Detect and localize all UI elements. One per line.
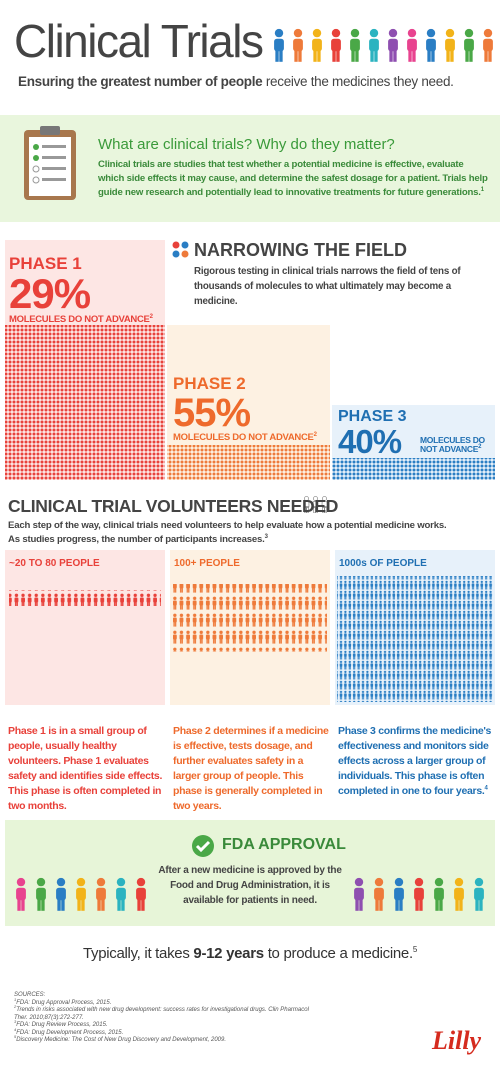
phase-caption: MOLECULES DO NOT ADVANCE2	[420, 436, 496, 454]
person-icon	[350, 28, 360, 62]
volunteers-text: Each step of the way, clinical trials ne…	[8, 520, 447, 545]
phase-caption: MOLECULES DO NOT ADVANCE2	[9, 314, 153, 325]
footnote: 4	[484, 785, 488, 792]
caption-text: MOLECULES DO NOT ADVANCE	[173, 432, 314, 443]
person-icon	[407, 28, 417, 62]
phase-label: PHASE 2	[173, 374, 246, 393]
intro-body: Clinical trials are studies that test wh…	[98, 158, 490, 200]
timeline-pre: Typically, it takes	[82, 945, 190, 962]
source-item: 1FDA: Drug Approval Process, 2015.	[14, 996, 314, 1008]
sources-title: SOURCES:	[14, 992, 46, 998]
subtitle-rest: receive the medicines they need.	[265, 74, 454, 89]
group-desc: Phase 3 confirms the medicine's effectiv…	[338, 725, 492, 797]
person-icon	[445, 28, 455, 62]
source-text: FDA: Drug Review Process, 2015.	[16, 1022, 108, 1028]
phase-label: PHASE 1	[9, 254, 82, 273]
source-text: FDA: Drug Approval Process, 2015.	[16, 999, 112, 1006]
source-text: FDA: Drug Development Process, 2015.	[16, 1029, 124, 1036]
person-icon	[426, 28, 436, 62]
group-desc: Phase 2 determines if a medicine is effe…	[173, 725, 329, 812]
narrowing-title: NARROWING THE FIELD	[194, 240, 407, 260]
phase-caption: MOLECULES DO NOT ADVANCE2	[173, 432, 317, 443]
fda-title: FDA APPROVAL	[222, 836, 346, 853]
group1-bg	[5, 550, 165, 705]
clipboard-icon	[24, 126, 76, 200]
intro-text: Clinical trials are studies that test wh…	[98, 159, 488, 198]
timeline-bold: 9-12 years	[193, 945, 264, 962]
source-note: 2	[14, 1004, 17, 1009]
footnote: 2	[149, 313, 153, 320]
source-note: 3	[14, 1019, 17, 1024]
phase3-dots	[332, 458, 495, 480]
phase1-dots	[5, 325, 165, 480]
source-note: 4	[14, 1026, 17, 1032]
sources: SOURCES: 1FDA: Drug Approval Process, 20…	[14, 992, 314, 1045]
timeline: Typically, it takes 9-12 years to produc…	[0, 945, 500, 962]
timeline-post: to produce a medicine.	[267, 945, 413, 962]
group2-people	[173, 584, 327, 652]
person-icon	[293, 28, 303, 62]
group-text: Phase 1 is in a small group of people, u…	[8, 724, 166, 814]
group-label: 1000s OF PEOPLE	[339, 558, 427, 569]
sources-list: 1FDA: Drug Approval Process, 2015. 2Trend…	[14, 996, 314, 1045]
phase-percent: 55%	[173, 391, 251, 435]
person-icon	[464, 28, 474, 62]
group-label: ~20 TO 80 PEOPLE	[9, 558, 100, 569]
source-item: 4FDA: Drug Development Process, 2015.	[14, 1026, 314, 1038]
phase1: PHASE 1 29% MOLECULES DO NOT ADVANCE2	[9, 254, 153, 325]
footnote: 1	[480, 186, 484, 193]
group-text: Phase 3 confirms the medicine's effectiv…	[338, 724, 498, 799]
person-icon	[312, 28, 322, 62]
group-desc: Phase 1 is in a small group of people, u…	[8, 725, 163, 812]
phase2: PHASE 2 55% MOLECULES DO NOT ADVANCE2	[173, 374, 317, 443]
intro-heading: What are clinical trials? Why do they ma…	[98, 136, 395, 153]
footnote: 2	[478, 444, 482, 451]
group3-people	[337, 576, 493, 702]
header-people	[274, 28, 493, 62]
group1-people	[9, 590, 161, 606]
footnote: 5	[412, 945, 418, 954]
source-note: 5	[14, 1034, 17, 1039]
phase-label: PHASE 3	[338, 408, 407, 425]
narrowing-icon	[172, 241, 189, 258]
logo: Lilly	[432, 1026, 482, 1055]
person-icon	[483, 28, 493, 62]
fda-body: After a new medicine is approved by the …	[158, 865, 342, 906]
footnote: 3	[264, 533, 268, 540]
phase2-dots	[167, 445, 330, 480]
phase-percent: 40%	[338, 423, 402, 460]
fda-box	[5, 820, 495, 926]
title: Clinical Trials	[14, 15, 264, 67]
person-icon	[274, 28, 284, 62]
source-item: 2Trends in risks associated with new dru…	[14, 1004, 314, 1022]
group-label: 100+ PEOPLE	[174, 558, 240, 569]
check-icon	[192, 835, 214, 857]
intro-box	[0, 115, 500, 222]
person-icon	[331, 28, 341, 62]
caption-text: MOLECULES DO NOT ADVANCE	[9, 314, 150, 325]
person-icon	[369, 28, 379, 62]
group-text: Phase 2 determines if a medicine is effe…	[173, 724, 331, 814]
footnote: 2	[313, 431, 317, 438]
source-note: 1	[14, 996, 17, 1002]
volunteers-body: Each step of the way, clinical trials ne…	[8, 519, 448, 547]
phase-percent: 29%	[9, 270, 91, 317]
volunteers-title: CLINICAL TRIAL VOLUNTEERS NEEDED	[8, 496, 339, 516]
subtitle-bold: Ensuring the greatest number of people	[18, 74, 263, 89]
source-text: Discovery Medicine: The Cost of New Drug…	[16, 1037, 226, 1043]
source-item: 3FDA: Drug Review Process, 2015.	[14, 1019, 314, 1030]
source-text: Trends in risks associated with new drug…	[14, 1007, 309, 1021]
subtitle: Ensuring the greatest number of people r…	[18, 74, 454, 89]
phase3: PHASE 3 40%	[338, 408, 406, 458]
person-icon	[388, 28, 398, 62]
caption-text: MOLECULES DO NOT ADVANCE	[420, 435, 485, 454]
narrowing-body: Rigorous testing in clinical trials narr…	[194, 266, 461, 307]
source-item: 5Discovery Medicine: The Cost of New Dru…	[14, 1034, 314, 1045]
